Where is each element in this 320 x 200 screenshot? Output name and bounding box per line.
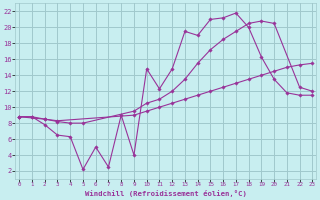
X-axis label: Windchill (Refroidissement éolien,°C): Windchill (Refroidissement éolien,°C) [85,190,247,197]
